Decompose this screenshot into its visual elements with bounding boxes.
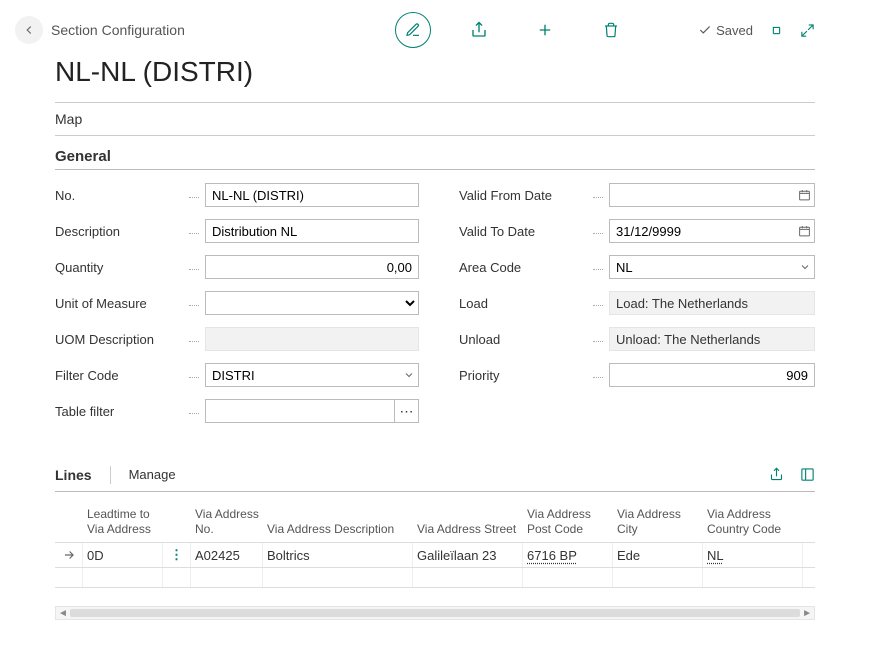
divider: [110, 466, 111, 484]
new-button[interactable]: [527, 12, 563, 48]
label-table-filter: Table filter: [55, 404, 183, 419]
col-via-country[interactable]: Via Address Country Code: [703, 505, 803, 538]
display-unload: Unload: The Netherlands: [609, 327, 815, 351]
label-area-code: Area Code: [459, 260, 587, 275]
table-empty-row: [55, 568, 815, 588]
share-button[interactable]: [461, 12, 497, 48]
input-valid-to[interactable]: [609, 219, 815, 243]
cell-leadtime[interactable]: 0D: [83, 543, 163, 567]
back-button[interactable]: [15, 16, 43, 44]
popout-button[interactable]: [769, 23, 784, 38]
col-via-no[interactable]: Via Address No.: [191, 505, 263, 538]
breadcrumb: Section Configuration: [51, 22, 185, 38]
cell-via-desc[interactable]: Boltrics: [263, 543, 413, 567]
col-leadtime[interactable]: Leadtime to Via Address: [83, 505, 163, 538]
input-quantity[interactable]: [205, 255, 419, 279]
page-title: NL-NL (DISTRI): [55, 56, 815, 88]
expand-button[interactable]: [800, 23, 815, 38]
display-uom-desc: [205, 327, 419, 351]
label-description: Description: [55, 224, 183, 239]
col-via-city[interactable]: Via Address City: [613, 505, 703, 538]
input-valid-from[interactable]: [609, 183, 815, 207]
label-unload: Unload: [459, 332, 587, 347]
popout-icon: [800, 467, 815, 482]
label-no: No.: [55, 188, 183, 203]
input-description[interactable]: [205, 219, 419, 243]
scrollbar-thumb[interactable]: [70, 609, 800, 617]
trash-icon: [603, 22, 619, 38]
share-icon: [769, 467, 784, 482]
col-via-street[interactable]: Via Address Street: [413, 520, 523, 538]
input-no[interactable]: [205, 183, 419, 207]
map-section-toggle[interactable]: Map: [55, 102, 815, 136]
map-label: Map: [55, 111, 82, 127]
label-quantity: Quantity: [55, 260, 183, 275]
general-section-header[interactable]: General: [55, 136, 815, 170]
saved-status: Saved: [698, 23, 753, 38]
label-valid-to: Valid To Date: [459, 224, 587, 239]
cell-via-city[interactable]: Ede: [613, 543, 703, 567]
select-uom[interactable]: [205, 291, 419, 315]
lines-share-button[interactable]: [769, 467, 784, 482]
display-load: Load: The Netherlands: [609, 291, 815, 315]
pencil-icon: [405, 22, 421, 38]
col-via-desc[interactable]: Via Address Description: [263, 520, 413, 538]
row-selector[interactable]: [55, 543, 83, 567]
col-via-post[interactable]: Via Address Post Code: [523, 505, 613, 538]
check-icon: [698, 23, 712, 37]
row-actions-button[interactable]: ⋮: [163, 543, 191, 567]
cell-via-no[interactable]: A02425: [191, 543, 263, 567]
horizontal-scrollbar[interactable]: ◄ ►: [55, 606, 815, 620]
table-row[interactable]: 0D ⋮ A02425 Boltrics Galileïlaan 23 6716…: [55, 542, 815, 568]
lines-title: Lines: [55, 467, 110, 483]
label-priority: Priority: [459, 368, 587, 383]
edit-button[interactable]: [395, 12, 431, 48]
label-filter-code: Filter Code: [55, 368, 183, 383]
table-filter-lookup-button[interactable]: ⋯: [395, 399, 419, 423]
saved-label: Saved: [716, 23, 753, 38]
popout-icon: [769, 23, 784, 38]
select-area-code[interactable]: [609, 255, 815, 279]
lines-table-header: Leadtime to Via Address Via Address No. …: [55, 498, 815, 542]
share-icon: [470, 21, 488, 39]
label-valid-from: Valid From Date: [459, 188, 587, 203]
lines-manage-menu[interactable]: Manage: [129, 467, 176, 482]
label-uom: Unit of Measure: [55, 296, 183, 311]
scroll-right-arrow[interactable]: ►: [802, 608, 812, 619]
lines-expand-button[interactable]: [800, 467, 815, 482]
plus-icon: [536, 21, 554, 39]
input-table-filter[interactable]: [205, 399, 395, 423]
cell-via-post[interactable]: 6716 BP: [523, 543, 613, 567]
label-uom-desc: UOM Description: [55, 332, 183, 347]
cell-via-country[interactable]: NL: [703, 543, 803, 567]
input-priority[interactable]: [609, 363, 815, 387]
expand-icon: [800, 23, 815, 38]
cell-via-street[interactable]: Galileïlaan 23: [413, 543, 523, 567]
scroll-left-arrow[interactable]: ◄: [58, 608, 68, 619]
select-filter-code[interactable]: [205, 363, 419, 387]
label-load: Load: [459, 296, 587, 311]
delete-button[interactable]: [593, 12, 629, 48]
